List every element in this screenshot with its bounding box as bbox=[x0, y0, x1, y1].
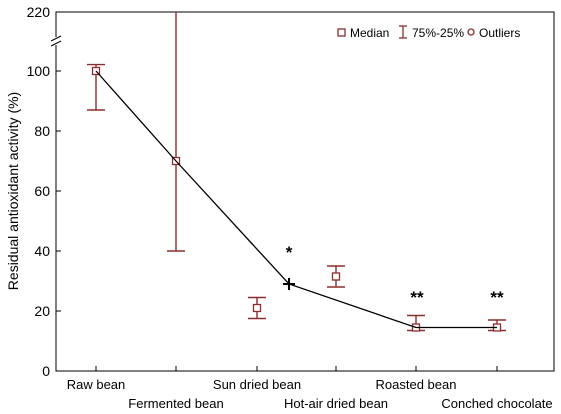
legend-outliers-label: Outliers bbox=[479, 26, 520, 40]
significance-mark-1: ** bbox=[410, 288, 424, 307]
box-5 bbox=[488, 319, 506, 332]
x-tick-label-2: Sun dried bean bbox=[213, 377, 301, 392]
significance-mark-2: ** bbox=[490, 288, 504, 307]
legend-median-marker bbox=[337, 28, 346, 37]
trend-line bbox=[95, 70, 497, 329]
x-tick-label-4: Roasted bean bbox=[376, 377, 457, 392]
median-2 bbox=[252, 303, 262, 313]
box-4 bbox=[407, 314, 425, 332]
axis-break-gap bbox=[52, 37, 61, 45]
box-2 bbox=[248, 296, 266, 320]
significance-mark-0: * bbox=[286, 243, 293, 262]
axis-break-mark-upper bbox=[50, 35, 62, 42]
y-tick-label-4: 80 bbox=[34, 123, 50, 139]
y-tick-label-3: 60 bbox=[34, 183, 50, 199]
legend-outliers-marker bbox=[467, 28, 475, 36]
x-tick-label-0: Raw bean bbox=[67, 377, 126, 392]
x-tick-label-5: Conched chocolate bbox=[441, 396, 552, 411]
x-tick-label-3: Hot-air dried bean bbox=[284, 396, 388, 411]
box-1 bbox=[167, 12, 185, 252]
legend-median-label: Median bbox=[350, 26, 389, 40]
x-tick-label-1: Fermented bean bbox=[128, 396, 223, 411]
box-3 bbox=[327, 265, 345, 288]
legend-errorbar-marker bbox=[399, 25, 407, 39]
y-tick-label-6: 220 bbox=[27, 4, 51, 20]
y-tick-label-1: 20 bbox=[34, 303, 50, 319]
y-axis-label: Residual antioxidant activity (%) bbox=[5, 92, 21, 290]
median-3 bbox=[331, 272, 341, 281]
plot-frame bbox=[55, 11, 555, 372]
axis-break-mark-lower bbox=[50, 40, 62, 47]
y-tick-label-5: 100 bbox=[27, 63, 51, 79]
legend-errorbar-label: 75%-25% bbox=[412, 26, 464, 40]
y-tick-label-0: 0 bbox=[42, 363, 50, 379]
y-tick-label-2: 40 bbox=[34, 243, 50, 259]
legend: Median 75%-25% Outliers bbox=[337, 25, 520, 40]
